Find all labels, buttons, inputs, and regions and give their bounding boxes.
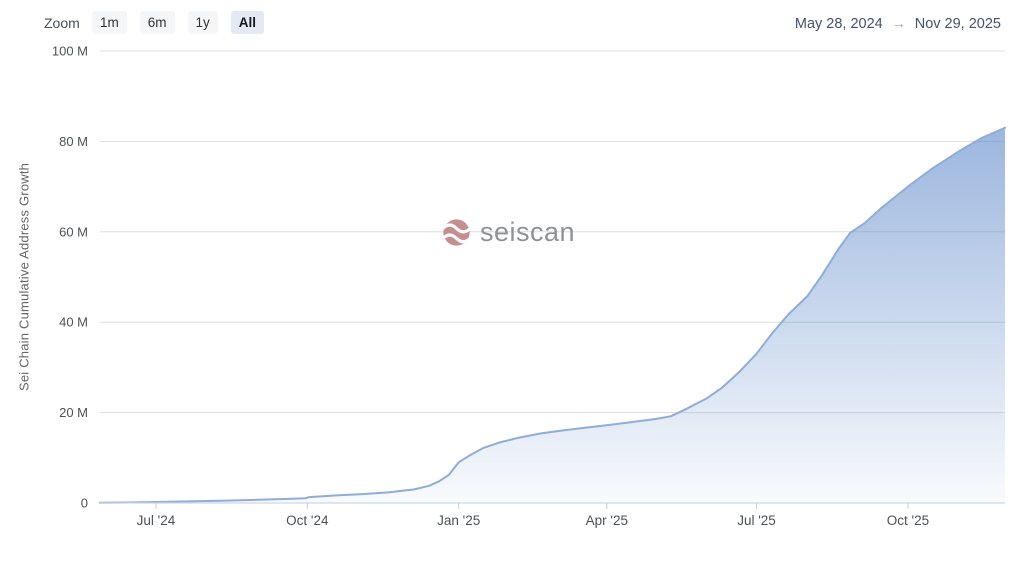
y-axis-tick-label: 0: [81, 496, 88, 511]
zoom-button-all[interactable]: All: [230, 11, 265, 34]
date-range-display: May 28, 2024 → Nov 29, 2025: [795, 15, 1001, 33]
area-series-fill: [100, 127, 1005, 504]
range-selector-bar: Zoom 1m 6m 1y All May 28, 2024 → Nov 29, 2…: [0, 0, 1032, 40]
x-axis-tick-label: Apr '25: [586, 513, 628, 528]
y-axis-tick-label: 100 M: [52, 44, 88, 59]
range-start-date[interactable]: May 28, 2024: [794, 16, 883, 32]
x-axis-tick-label: Oct '25: [887, 513, 929, 528]
x-axis-tick-label: Jul '24: [137, 513, 176, 528]
y-axis-tick-label: 60 M: [59, 224, 88, 239]
zoom-buttons-group: 1m 6m 1y All: [92, 11, 265, 34]
x-axis-tick-label: Jul '25: [737, 513, 776, 528]
x-axis-tick-label: Oct '24: [286, 513, 329, 528]
zoom-label: Zoom: [44, 15, 80, 31]
y-axis-tick-label: 80 M: [59, 134, 88, 149]
x-axis-tick-label: Jan '25: [437, 513, 480, 528]
range-end-date[interactable]: Nov 29, 2025: [914, 16, 1001, 32]
y-axis-tick-label: 20 M: [59, 405, 88, 420]
zoom-button-1y[interactable]: 1y: [187, 11, 218, 34]
range-arrow-icon: →: [891, 15, 906, 31]
y-axis-tick-label: 40 M: [59, 315, 88, 330]
area-series-line: [99, 126, 1006, 504]
zoom-button-1m[interactable]: 1m: [92, 11, 127, 34]
zoom-button-6m[interactable]: 6m: [139, 11, 175, 34]
